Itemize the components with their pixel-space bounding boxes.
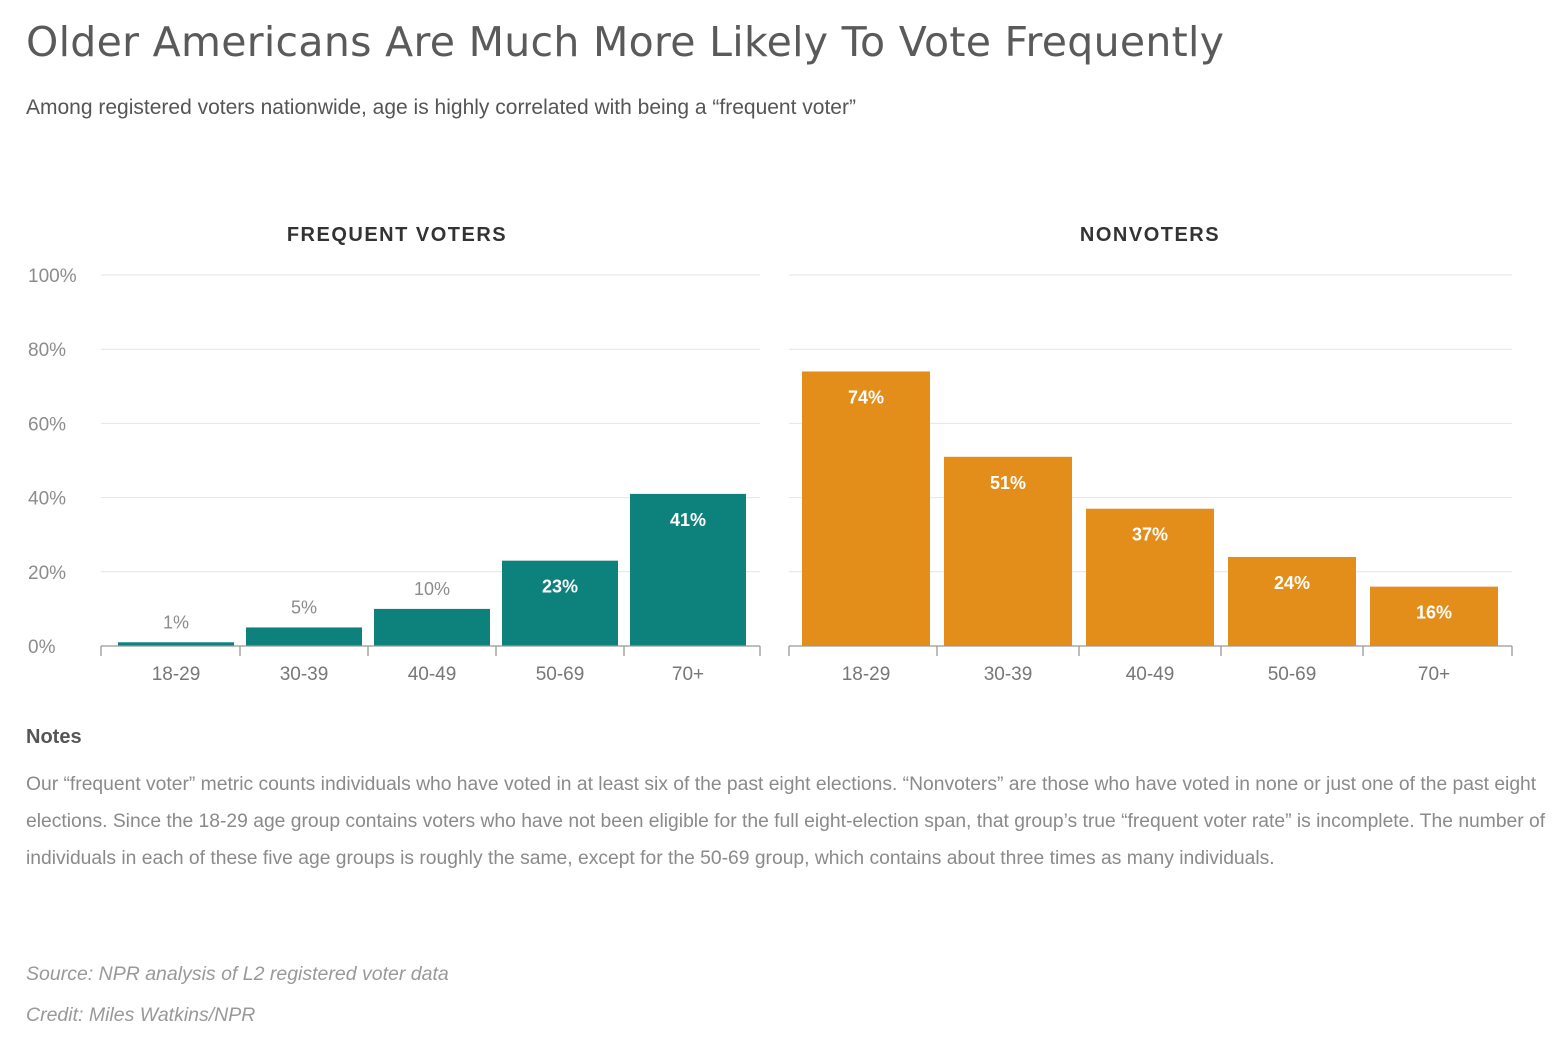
bar [118, 642, 234, 646]
data-label: 41% [670, 510, 706, 530]
panel-title: NONVOTERS [1080, 224, 1220, 246]
bar [1228, 556, 1356, 646]
data-label: 1% [163, 612, 189, 632]
y-tick-label: 80% [28, 340, 66, 361]
x-tick-label: 30-39 [280, 664, 329, 685]
y-tick-label: 60% [28, 414, 66, 435]
x-tick-label: 40-49 [1126, 664, 1175, 685]
bar-charts: 0% 20% 40% 60% 80% 100% FREQUENT VOTERS 1% 18-29… [28, 224, 1513, 685]
data-label: 37% [1132, 525, 1168, 545]
chart-subtitle: Among registered voters nationwide, age … [26, 96, 856, 119]
bar [944, 456, 1072, 646]
y-tick-label: 100% [28, 266, 77, 287]
bar [1370, 586, 1498, 646]
x-tick-label: 18-29 [842, 664, 891, 685]
notes-heading: Notes [26, 726, 82, 748]
bar [502, 560, 618, 646]
x-tick-label: 50-69 [1268, 664, 1317, 685]
panel-title: FREQUENT VOTERS [287, 224, 507, 246]
source-line: Source: NPR analysis of L2 registered vo… [26, 963, 449, 985]
bar [374, 608, 490, 646]
bar [630, 493, 746, 646]
x-tick-label: 70+ [672, 664, 704, 685]
x-tick-label: 18-29 [152, 664, 201, 685]
bar [802, 371, 930, 646]
data-label: 23% [542, 577, 578, 597]
x-tick-label: 70+ [1418, 664, 1450, 685]
data-label: 16% [1416, 603, 1452, 623]
data-label: 74% [848, 387, 884, 407]
x-tick-label: 50-69 [536, 664, 585, 685]
bar [1086, 508, 1214, 646]
x-tick-label: 40-49 [408, 664, 457, 685]
chart-title: Older Americans Are Much More Likely To … [26, 18, 1225, 66]
x-tick-label: 30-39 [984, 664, 1033, 685]
credit-line: Credit: Miles Watkins/NPR [26, 1004, 256, 1026]
y-tick-label: 0% [28, 637, 56, 658]
data-label: 24% [1274, 573, 1310, 593]
notes-text: Our “frequent voter” metric counts indiv… [26, 774, 1546, 869]
data-label: 10% [414, 579, 450, 599]
y-tick-label: 40% [28, 489, 66, 510]
data-label: 5% [291, 597, 317, 617]
y-tick-label: 20% [28, 563, 66, 584]
bar [246, 627, 362, 646]
data-label: 51% [990, 473, 1026, 493]
